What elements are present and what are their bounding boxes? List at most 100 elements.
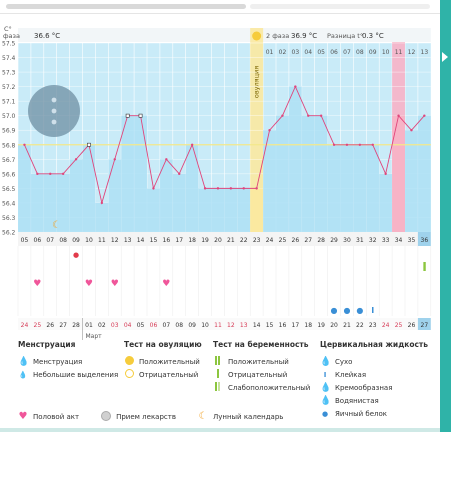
cervical-drop-icon: ● (343, 306, 350, 315)
legend: Менструация 💧 Менструация 💧 Небольшие выде… (0, 340, 440, 428)
temperature-point (268, 129, 271, 132)
arrow-right-icon[interactable] (442, 52, 448, 62)
temp-column (224, 188, 238, 232)
cycle-day-label: 25 (34, 322, 42, 329)
date-label: 22 (240, 237, 248, 244)
legend-label: Небольшие выделения (33, 370, 119, 379)
temp-column (43, 173, 57, 232)
temperature-point (152, 187, 155, 190)
temperature-point (384, 172, 387, 176)
legend-label: Кремообразная (335, 383, 393, 392)
scrollbar-track (250, 4, 430, 9)
temperature-point (397, 114, 400, 117)
cycle-day-top: 05 (317, 49, 325, 56)
date-label: 36 (421, 237, 429, 244)
cycle-day-label: 17 (292, 322, 300, 329)
legend-label: Отрицательный (228, 370, 288, 379)
date-label: 32 (369, 237, 377, 244)
cycle-day-label: 03 (111, 322, 119, 329)
y-tick-label: 56.5 (2, 186, 16, 193)
sticky-icon: I (371, 306, 374, 315)
heart-icon: ♥ (162, 279, 170, 289)
date-label: 12 (111, 237, 119, 244)
y-tick-label: 56.7 (2, 157, 16, 164)
cycle-day-label: 27 (421, 322, 429, 329)
y-tick-label: 56.8 (2, 142, 16, 149)
cycle-day-label: 18 (304, 322, 312, 329)
date-label: 34 (395, 237, 403, 244)
phase2-value: 36.9 °C (291, 32, 317, 40)
heart-icon: ♥ (33, 279, 41, 289)
cycle-day-label: 13 (240, 322, 248, 329)
legend-label: Клейкая (335, 370, 367, 379)
temp-column (95, 202, 109, 232)
legend-label: Положительный (228, 357, 289, 366)
legend-title: Тест на беременность (213, 340, 309, 349)
y-tick-label: 57.2 (2, 84, 16, 91)
temp-column (392, 115, 405, 232)
marked-point (125, 113, 130, 118)
date-label: 26 (292, 237, 300, 244)
date-label: 29 (330, 237, 338, 244)
temperature-line (24, 85, 425, 205)
cycle-day-top: 06 (330, 49, 338, 56)
menu-dot-icon (51, 108, 57, 114)
temperature-point (229, 187, 233, 190)
legend-pregnancy-test: Тест на беременность Положительный Отриц… (213, 340, 310, 394)
date-label: 30 (343, 237, 351, 244)
cycle-day-label: 11 (214, 322, 222, 329)
temp-column (185, 144, 199, 232)
temp-column (198, 188, 212, 232)
date-label: 09 (72, 237, 80, 244)
date-label: 27 (304, 237, 312, 244)
cycle-day-label: 20 (330, 322, 338, 329)
heart-icon: ♥ (18, 411, 28, 422)
y-tick-label: 57.0 (2, 113, 16, 120)
date-label: 07 (46, 237, 54, 244)
date-label: 06 (34, 237, 42, 244)
horizontal-scrollbar[interactable] (0, 0, 440, 14)
scrollbar-thumb[interactable] (6, 4, 246, 9)
temp-column (314, 115, 328, 232)
legend-title: Менструация (18, 340, 76, 349)
side-panel-rail[interactable] (440, 0, 451, 432)
date-label: 20 (214, 237, 222, 244)
moon-icon: ☾ (198, 411, 208, 422)
temp-column (379, 173, 393, 232)
phase2-label: 2 фаза (266, 32, 289, 40)
cycle-day-label: 24 (21, 322, 29, 329)
cycle-day-label: 25 (395, 322, 403, 329)
cycle-day-label: 06 (150, 322, 158, 329)
date-label: 11 (98, 237, 106, 244)
date-current-cell (417, 232, 431, 246)
creamy-drop-icon: 💧 (320, 382, 332, 393)
temperature-point (307, 114, 310, 117)
temp-column (211, 188, 225, 232)
date-label: 31 (356, 237, 364, 244)
temperature-point (410, 129, 413, 132)
legend-title: Тест на овуляцию (124, 340, 202, 349)
menu-dot-icon (51, 119, 57, 125)
temp-column (366, 144, 380, 232)
temperature-point (23, 143, 26, 146)
date-row (18, 232, 431, 246)
drop-outline-icon: 💧 (320, 356, 332, 367)
cycle-day-top: 04 (304, 49, 312, 56)
drop-icon: 💧 (18, 356, 30, 367)
circle-filled-icon (124, 356, 134, 365)
temp-column (159, 159, 173, 232)
cycle-day-label: 26 (408, 322, 416, 329)
menu-dot-icon (51, 97, 57, 103)
y-axis-label: C° (4, 25, 12, 33)
temp-column (263, 130, 276, 232)
cycle-day-row (18, 318, 431, 330)
cycle-day-label: 12 (227, 322, 235, 329)
temp-column (288, 86, 302, 232)
cycle-day-label: 08 (175, 322, 183, 329)
temp-column (69, 159, 83, 232)
temp-column (82, 144, 96, 232)
temperature-point (74, 158, 78, 161)
date-label: 24 (266, 237, 274, 244)
cycle-day-current-cell (417, 318, 431, 330)
